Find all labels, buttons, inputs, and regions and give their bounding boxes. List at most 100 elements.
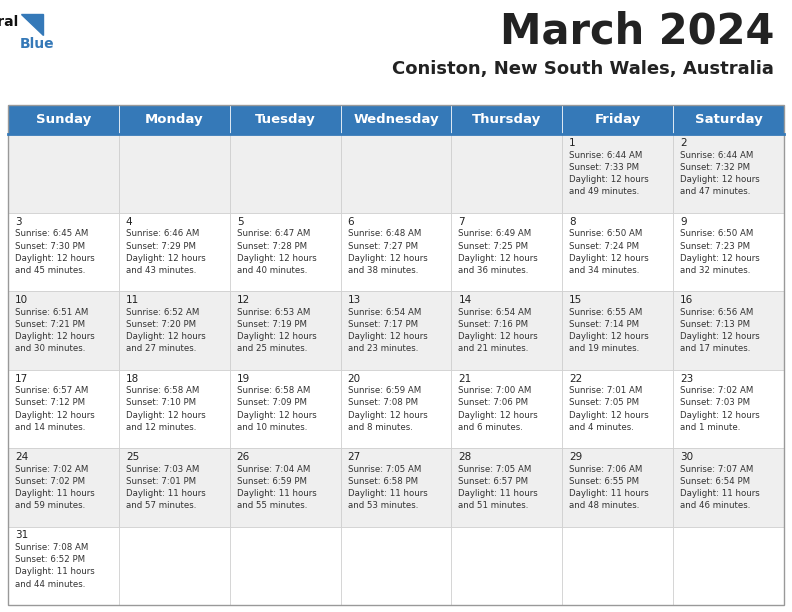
Bar (8, 135, 119, 213)
Text: Sunrise: 7:03 AM
Sunset: 7:01 PM
Daylight: 11 hours
and 57 minutes.: Sunrise: 7:03 AM Sunset: 7:01 PM Dayligh… (126, 465, 206, 510)
Text: 31: 31 (15, 531, 29, 540)
Bar (341, 105, 451, 135)
Text: March 2024: March 2024 (500, 10, 774, 52)
Text: 21: 21 (459, 373, 472, 384)
Text: Sunrise: 7:08 AM
Sunset: 6:52 PM
Daylight: 11 hours
and 44 minutes.: Sunrise: 7:08 AM Sunset: 6:52 PM Dayligh… (15, 543, 95, 589)
Bar (230, 213, 341, 291)
Bar (673, 291, 784, 370)
Bar (562, 526, 673, 605)
Text: Blue: Blue (20, 37, 55, 51)
Bar (673, 448, 784, 526)
Bar (119, 105, 230, 135)
Bar (230, 448, 341, 526)
Text: 16: 16 (680, 295, 693, 305)
Text: Sunrise: 7:06 AM
Sunset: 6:55 PM
Daylight: 11 hours
and 48 minutes.: Sunrise: 7:06 AM Sunset: 6:55 PM Dayligh… (569, 465, 649, 510)
Text: Thursday: Thursday (472, 113, 542, 126)
Text: Sunrise: 6:50 AM
Sunset: 7:23 PM
Daylight: 12 hours
and 32 minutes.: Sunrise: 6:50 AM Sunset: 7:23 PM Dayligh… (680, 230, 760, 275)
Text: 28: 28 (459, 452, 472, 462)
Text: Sunrise: 6:47 AM
Sunset: 7:28 PM
Daylight: 12 hours
and 40 minutes.: Sunrise: 6:47 AM Sunset: 7:28 PM Dayligh… (237, 230, 317, 275)
Text: 20: 20 (348, 373, 360, 384)
Text: Sunrise: 6:56 AM
Sunset: 7:13 PM
Daylight: 12 hours
and 17 minutes.: Sunrise: 6:56 AM Sunset: 7:13 PM Dayligh… (680, 308, 760, 353)
Text: Sunrise: 6:58 AM
Sunset: 7:10 PM
Daylight: 12 hours
and 12 minutes.: Sunrise: 6:58 AM Sunset: 7:10 PM Dayligh… (126, 386, 206, 431)
Text: Sunrise: 7:07 AM
Sunset: 6:54 PM
Daylight: 11 hours
and 46 minutes.: Sunrise: 7:07 AM Sunset: 6:54 PM Dayligh… (680, 465, 760, 510)
Text: Wednesday: Wednesday (353, 113, 439, 126)
Text: Sunrise: 6:50 AM
Sunset: 7:24 PM
Daylight: 12 hours
and 34 minutes.: Sunrise: 6:50 AM Sunset: 7:24 PM Dayligh… (569, 230, 649, 275)
Text: Sunday: Sunday (36, 113, 91, 126)
Bar (8, 291, 119, 370)
Bar (341, 291, 451, 370)
Text: 22: 22 (569, 373, 583, 384)
Bar (119, 448, 230, 526)
Text: 12: 12 (237, 295, 250, 305)
Text: Sunrise: 6:54 AM
Sunset: 7:17 PM
Daylight: 12 hours
and 23 minutes.: Sunrise: 6:54 AM Sunset: 7:17 PM Dayligh… (348, 308, 428, 353)
Bar (451, 370, 562, 448)
Bar (673, 105, 784, 135)
Bar (673, 526, 784, 605)
Bar (562, 370, 673, 448)
Bar (673, 370, 784, 448)
Text: Sunrise: 6:58 AM
Sunset: 7:09 PM
Daylight: 12 hours
and 10 minutes.: Sunrise: 6:58 AM Sunset: 7:09 PM Dayligh… (237, 386, 317, 431)
Bar (451, 135, 562, 213)
Bar (341, 213, 451, 291)
Text: Sunrise: 6:57 AM
Sunset: 7:12 PM
Daylight: 12 hours
and 14 minutes.: Sunrise: 6:57 AM Sunset: 7:12 PM Dayligh… (15, 386, 95, 431)
Bar (341, 370, 451, 448)
Bar (119, 370, 230, 448)
Polygon shape (21, 14, 43, 35)
Text: 19: 19 (237, 373, 250, 384)
Text: 30: 30 (680, 452, 693, 462)
Bar (8, 448, 119, 526)
Bar (119, 291, 230, 370)
Text: Sunrise: 6:55 AM
Sunset: 7:14 PM
Daylight: 12 hours
and 19 minutes.: Sunrise: 6:55 AM Sunset: 7:14 PM Dayligh… (569, 308, 649, 353)
Text: 4: 4 (126, 217, 132, 226)
Text: Sunrise: 6:46 AM
Sunset: 7:29 PM
Daylight: 12 hours
and 43 minutes.: Sunrise: 6:46 AM Sunset: 7:29 PM Dayligh… (126, 230, 206, 275)
Bar (673, 135, 784, 213)
Bar (673, 213, 784, 291)
Text: 17: 17 (15, 373, 29, 384)
Bar (451, 448, 562, 526)
Text: Sunrise: 6:48 AM
Sunset: 7:27 PM
Daylight: 12 hours
and 38 minutes.: Sunrise: 6:48 AM Sunset: 7:27 PM Dayligh… (348, 230, 428, 275)
Bar (230, 370, 341, 448)
Text: Sunrise: 7:00 AM
Sunset: 7:06 PM
Daylight: 12 hours
and 6 minutes.: Sunrise: 7:00 AM Sunset: 7:06 PM Dayligh… (459, 386, 539, 431)
Bar (230, 105, 341, 135)
Text: 6: 6 (348, 217, 354, 226)
Text: Tuesday: Tuesday (255, 113, 315, 126)
Text: Sunrise: 6:44 AM
Sunset: 7:33 PM
Daylight: 12 hours
and 49 minutes.: Sunrise: 6:44 AM Sunset: 7:33 PM Dayligh… (569, 151, 649, 196)
Text: Sunrise: 7:02 AM
Sunset: 7:02 PM
Daylight: 11 hours
and 59 minutes.: Sunrise: 7:02 AM Sunset: 7:02 PM Dayligh… (15, 465, 95, 510)
Text: Sunrise: 6:45 AM
Sunset: 7:30 PM
Daylight: 12 hours
and 45 minutes.: Sunrise: 6:45 AM Sunset: 7:30 PM Dayligh… (15, 230, 95, 275)
Text: Sunrise: 6:54 AM
Sunset: 7:16 PM
Daylight: 12 hours
and 21 minutes.: Sunrise: 6:54 AM Sunset: 7:16 PM Dayligh… (459, 308, 539, 353)
Bar (451, 105, 562, 135)
Text: 27: 27 (348, 452, 361, 462)
Text: 8: 8 (569, 217, 576, 226)
Text: 24: 24 (15, 452, 29, 462)
Text: 3: 3 (15, 217, 21, 226)
Bar (8, 370, 119, 448)
Bar (451, 291, 562, 370)
Text: Sunrise: 6:52 AM
Sunset: 7:20 PM
Daylight: 12 hours
and 27 minutes.: Sunrise: 6:52 AM Sunset: 7:20 PM Dayligh… (126, 308, 206, 353)
Text: 15: 15 (569, 295, 583, 305)
Bar (230, 526, 341, 605)
Bar (562, 213, 673, 291)
Bar (341, 135, 451, 213)
Text: 14: 14 (459, 295, 472, 305)
Text: Sunrise: 6:59 AM
Sunset: 7:08 PM
Daylight: 12 hours
and 8 minutes.: Sunrise: 6:59 AM Sunset: 7:08 PM Dayligh… (348, 386, 428, 431)
Text: Sunrise: 7:05 AM
Sunset: 6:57 PM
Daylight: 11 hours
and 51 minutes.: Sunrise: 7:05 AM Sunset: 6:57 PM Dayligh… (459, 465, 539, 510)
Text: 2: 2 (680, 138, 687, 148)
Text: 25: 25 (126, 452, 139, 462)
Bar (119, 526, 230, 605)
Text: Sunrise: 7:05 AM
Sunset: 6:58 PM
Daylight: 11 hours
and 53 minutes.: Sunrise: 7:05 AM Sunset: 6:58 PM Dayligh… (348, 465, 428, 510)
Text: 5: 5 (237, 217, 243, 226)
Bar (8, 105, 784, 605)
Text: 11: 11 (126, 295, 139, 305)
Text: 18: 18 (126, 373, 139, 384)
Bar (8, 213, 119, 291)
Bar (341, 448, 451, 526)
Text: Saturday: Saturday (695, 113, 763, 126)
Bar (562, 291, 673, 370)
Bar (230, 291, 341, 370)
Bar (562, 105, 673, 135)
Text: 7: 7 (459, 217, 465, 226)
Text: 13: 13 (348, 295, 361, 305)
Text: Sunrise: 7:01 AM
Sunset: 7:05 PM
Daylight: 12 hours
and 4 minutes.: Sunrise: 7:01 AM Sunset: 7:05 PM Dayligh… (569, 386, 649, 431)
Text: Sunrise: 6:53 AM
Sunset: 7:19 PM
Daylight: 12 hours
and 25 minutes.: Sunrise: 6:53 AM Sunset: 7:19 PM Dayligh… (237, 308, 317, 353)
Bar (451, 213, 562, 291)
